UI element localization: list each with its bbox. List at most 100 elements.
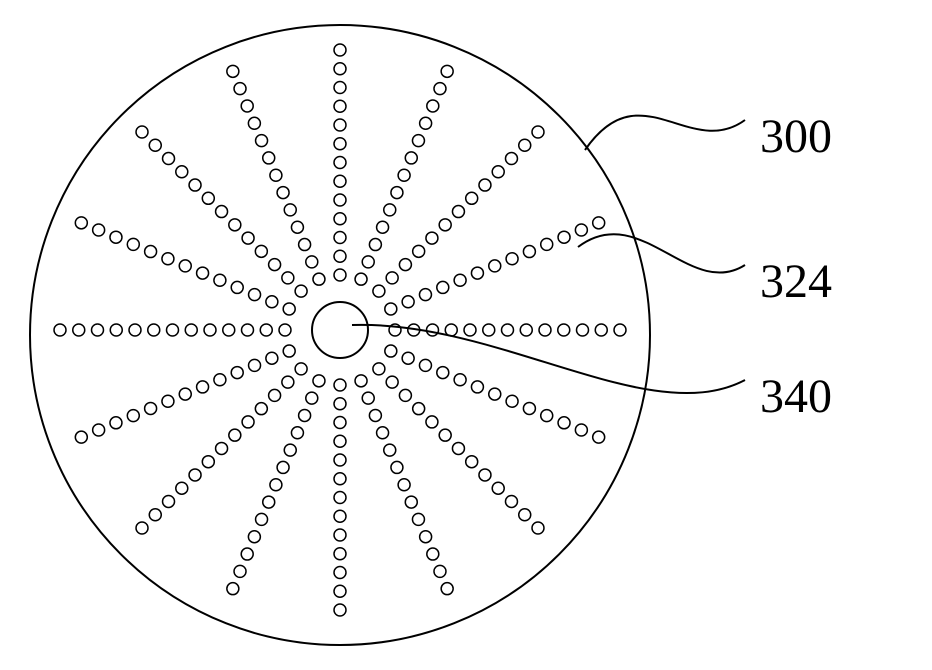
hole [426,416,438,428]
hole [284,444,296,456]
hole [334,417,346,429]
hole [216,206,228,218]
hole [231,367,243,379]
hole [489,260,501,272]
hole [249,289,261,301]
hole [520,324,532,336]
hole [471,381,483,393]
hole [283,303,295,315]
hole [266,296,278,308]
hole [558,324,570,336]
hole [334,604,346,616]
hole [241,548,253,560]
hole [179,388,191,400]
hole [471,267,483,279]
hole [399,389,411,401]
hole [291,221,303,233]
callout-label-340: 340 [760,369,832,424]
hole [295,285,307,297]
hole [412,135,424,147]
hole [263,152,275,164]
hole [523,402,535,414]
hole [454,374,466,386]
hole [575,424,587,436]
hole [405,496,417,508]
hole [127,410,139,422]
hole [466,192,478,204]
hole [355,375,367,387]
hole [506,253,518,265]
hole [334,269,346,281]
hole [523,246,535,258]
hole [249,359,261,371]
hole [189,469,201,481]
hole [355,273,367,285]
hole [437,281,449,293]
hole [260,324,272,336]
hole [492,482,504,494]
hole [229,219,241,231]
hole [489,388,501,400]
hole [334,492,346,504]
hole [149,139,161,151]
hole [227,65,239,77]
hole [505,153,517,165]
hole [334,119,346,131]
hole [216,442,228,454]
hole [270,169,282,181]
hole [214,374,226,386]
hole [306,392,318,404]
hole [179,260,191,272]
hole [434,83,446,95]
hole [256,135,268,147]
hole [231,281,243,293]
hole [242,324,254,336]
hole [282,272,294,284]
hole [334,63,346,75]
hole [558,231,570,243]
hole [227,583,239,595]
hole [334,194,346,206]
hole [185,324,197,336]
hole [334,157,346,169]
hole [384,444,396,456]
hole [334,473,346,485]
hole [577,324,589,336]
hole [334,213,346,225]
hole [506,395,518,407]
hole [334,454,346,466]
hole [248,531,260,543]
hole [162,253,174,265]
hole [299,409,311,421]
hole [145,246,157,258]
hole [362,392,374,404]
hole [334,250,346,262]
hole [241,100,253,112]
hole [593,217,605,229]
hole [464,324,476,336]
hole [176,166,188,178]
hole [334,44,346,56]
hole [229,429,241,441]
hole [441,583,453,595]
hole [385,345,397,357]
hole [202,456,214,468]
hole [255,403,267,415]
hole [539,324,551,336]
hole [334,510,346,522]
hole [283,345,295,357]
hole [73,324,85,336]
hole [197,267,209,279]
hole [502,324,514,336]
hole [277,461,289,473]
hole [299,239,311,251]
hole [334,232,346,244]
hole [242,416,254,428]
hole [426,232,438,244]
hole [223,324,235,336]
hole [532,126,544,138]
hole [439,219,451,231]
hole [313,375,325,387]
hole [189,179,201,191]
hole [162,395,174,407]
